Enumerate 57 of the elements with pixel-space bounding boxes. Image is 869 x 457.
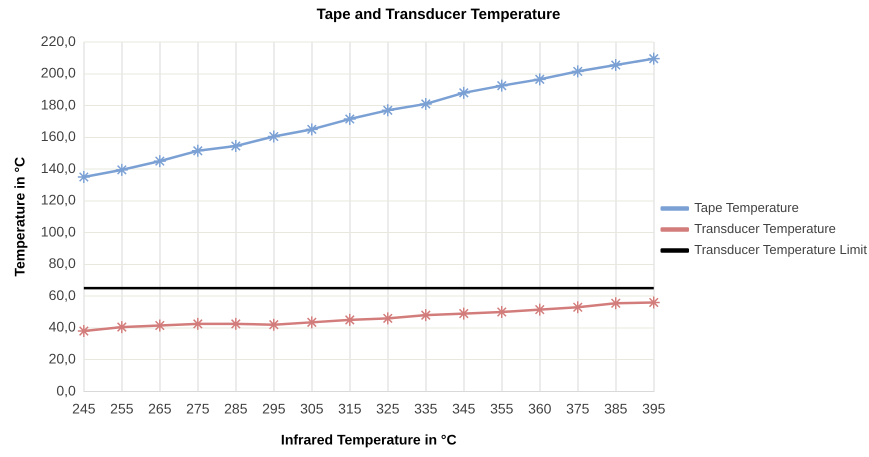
- x-tick-label: 255: [110, 400, 134, 417]
- point: [419, 97, 433, 111]
- y-tick-label: 40,0: [48, 318, 76, 335]
- y-tick-label: 120,0: [40, 192, 76, 208]
- point: [305, 122, 319, 136]
- point: [115, 163, 129, 177]
- point: [77, 170, 91, 184]
- x-tick-label: 245: [72, 400, 96, 417]
- point: [381, 312, 395, 326]
- point: [609, 58, 623, 72]
- x-tick-label: 360: [528, 400, 552, 417]
- x-tick-label: 355: [490, 400, 514, 417]
- x-tick-label: 305: [300, 400, 324, 417]
- point: [533, 72, 547, 86]
- y-axis-title: Temperature in °C: [11, 156, 28, 277]
- point: [153, 154, 167, 168]
- point: [571, 64, 585, 78]
- point: [571, 300, 585, 314]
- y-tick-label: 200,0: [40, 64, 76, 81]
- x-tick-label: 315: [338, 400, 362, 417]
- point: [495, 305, 509, 319]
- y-tick-label: 0,0: [56, 382, 76, 398]
- x-tick-label: 295: [262, 400, 286, 417]
- x-tick-label: 265: [148, 400, 172, 417]
- x-tick-label: 285: [224, 400, 248, 417]
- legend-label: Transducer Temperature: [694, 221, 836, 236]
- y-tick-label: 140,0: [40, 160, 76, 176]
- y-tick-label: 60,0: [48, 286, 76, 303]
- y-tick-label: 80,0: [48, 255, 76, 272]
- point: [457, 86, 471, 100]
- chart-title: Tape and Transducer Temperature: [316, 6, 560, 24]
- y-tick-label: 20,0: [48, 350, 76, 366]
- point: [343, 112, 357, 126]
- x-tick-label: 335: [414, 400, 438, 417]
- point: [229, 139, 243, 153]
- x-tick-label: 325: [376, 400, 400, 417]
- x-tick-label: 375: [566, 400, 590, 417]
- y-tick-label: 220,0: [40, 32, 76, 49]
- point: [191, 144, 205, 158]
- legend-label: Transducer Temperature Limit: [694, 242, 868, 258]
- x-tick-label: 345: [452, 400, 476, 417]
- point: [267, 130, 281, 144]
- point: [343, 313, 357, 327]
- point: [381, 104, 395, 118]
- point: [305, 316, 319, 330]
- x-tick-label: 395: [642, 400, 666, 417]
- legend-label: Tape Temperature: [694, 200, 799, 216]
- point: [495, 78, 509, 92]
- y-tick-label: 100,0: [40, 223, 76, 240]
- point: [647, 296, 660, 310]
- y-tick-label: 160,0: [40, 128, 76, 144]
- x-axis-title: Infrared Temperature in °C: [280, 431, 457, 448]
- x-tick-label: 275: [186, 400, 210, 417]
- y-tick-label: 180,0: [40, 96, 76, 112]
- point: [77, 324, 91, 338]
- point: [647, 52, 660, 66]
- x-tick-label: 385: [604, 400, 628, 417]
